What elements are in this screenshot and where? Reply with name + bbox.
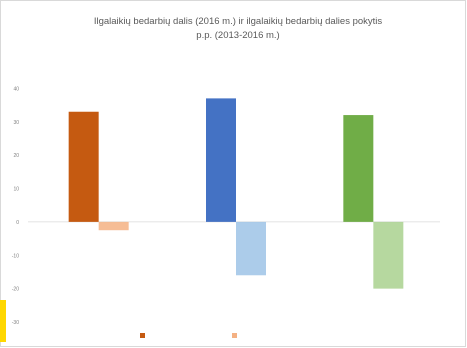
legend-swatch bbox=[140, 333, 145, 338]
bar-change bbox=[373, 221, 404, 289]
bar-main bbox=[343, 115, 374, 222]
y-tick-label: 40 bbox=[13, 86, 19, 92]
bar-main bbox=[68, 111, 99, 222]
legend-swatch bbox=[232, 333, 237, 338]
y-tick-label: 10 bbox=[13, 187, 19, 193]
y-tick-label: -10 bbox=[12, 253, 19, 259]
y-tick-label: 30 bbox=[13, 120, 19, 126]
bar-change bbox=[98, 221, 129, 231]
y-tick-label: -20 bbox=[12, 287, 19, 293]
chart-title: Ilgalaikių bedarbių dalis (2016 m.) ir i… bbox=[94, 16, 383, 41]
chart-title-line-1: Ilgalaikių bedarbių dalis (2016 m.) ir i… bbox=[94, 16, 383, 27]
bars-series-1 bbox=[68, 98, 374, 222]
y-tick-label: 20 bbox=[13, 153, 19, 159]
bars-series-2 bbox=[98, 221, 404, 289]
accent-bar bbox=[0, 300, 6, 342]
y-tick-label: 0 bbox=[16, 220, 19, 226]
bar-change bbox=[236, 221, 266, 276]
bar-main bbox=[206, 98, 236, 222]
legend bbox=[140, 333, 237, 338]
chart-title-line-2: p.p. (2013-2016 m.) bbox=[196, 30, 279, 41]
y-axis: 40 30 20 10 0 -10 -20 -30 bbox=[12, 86, 19, 326]
y-tick-label: -30 bbox=[12, 320, 19, 326]
